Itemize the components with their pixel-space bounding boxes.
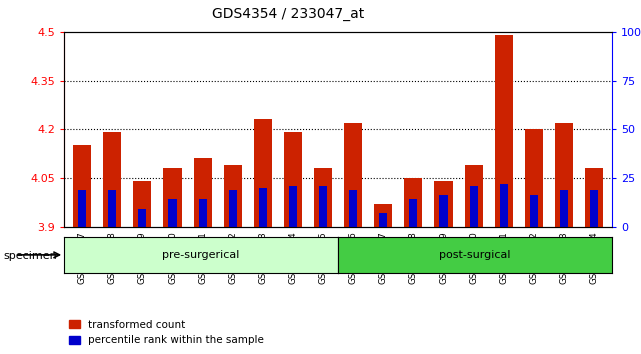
Bar — [404, 178, 422, 227]
Bar — [465, 165, 483, 227]
Legend: transformed count, percentile rank within the sample: transformed count, percentile rank withi… — [69, 320, 264, 345]
Bar — [410, 199, 417, 227]
Bar — [108, 189, 117, 227]
Bar — [194, 158, 212, 227]
Text: specimen: specimen — [3, 251, 57, 261]
Bar — [229, 189, 237, 227]
Bar — [555, 123, 573, 227]
Bar — [254, 119, 272, 227]
Bar — [560, 189, 568, 227]
Bar — [590, 189, 598, 227]
Bar — [133, 181, 151, 227]
Bar — [73, 145, 91, 227]
Bar — [435, 181, 453, 227]
Bar — [289, 185, 297, 227]
Bar — [103, 132, 121, 227]
Bar — [440, 195, 447, 227]
Bar — [525, 129, 543, 227]
Text: GDS4354 / 233047_at: GDS4354 / 233047_at — [212, 7, 365, 21]
Bar — [374, 204, 392, 227]
Bar — [495, 35, 513, 227]
Bar — [78, 189, 87, 227]
Bar — [344, 123, 362, 227]
Text: post-surgical: post-surgical — [439, 250, 511, 260]
Bar — [585, 168, 603, 227]
Bar — [349, 189, 357, 227]
Text: pre-surgerical: pre-surgerical — [162, 250, 240, 260]
Bar — [379, 213, 387, 227]
Bar — [470, 185, 478, 227]
Bar — [163, 168, 181, 227]
Bar — [169, 199, 176, 227]
Bar — [199, 199, 206, 227]
Bar — [314, 168, 332, 227]
Bar — [319, 185, 327, 227]
Bar — [138, 209, 146, 227]
Bar — [259, 188, 267, 227]
Bar — [224, 165, 242, 227]
Bar — [530, 195, 538, 227]
Bar — [500, 184, 508, 227]
Bar — [284, 132, 302, 227]
